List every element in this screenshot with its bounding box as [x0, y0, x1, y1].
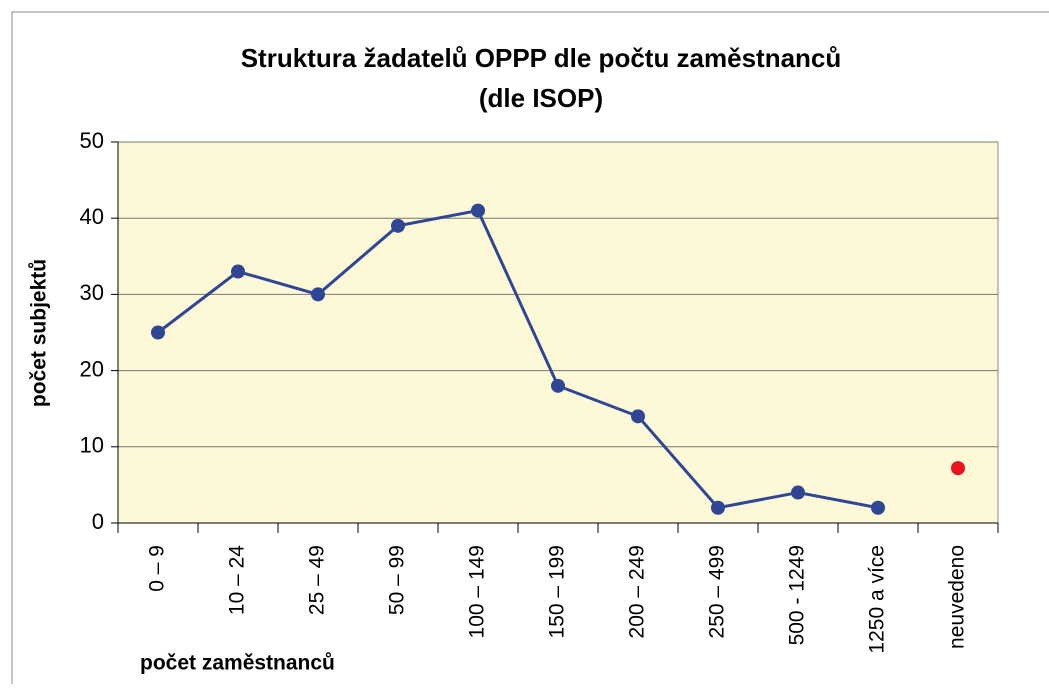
chart-title: (dle ISOP) — [479, 83, 603, 113]
y-axis-label: počet subjektů — [28, 259, 51, 407]
x-tick-label: 1250 a více — [866, 545, 889, 654]
data-point — [151, 325, 165, 340]
y-tick-label: 30 — [80, 280, 104, 305]
data-point — [311, 287, 325, 302]
data-point — [231, 264, 245, 279]
data-point — [631, 409, 645, 424]
chart-border — [11, 11, 1049, 689]
data-point — [471, 203, 485, 218]
data-point — [791, 485, 805, 500]
data-point — [551, 378, 565, 393]
y-tick-label: 50 — [80, 128, 104, 153]
x-tick-label: 25 – 49 — [306, 545, 329, 615]
x-tick-label: 0 – 9 — [146, 545, 169, 592]
data-point — [391, 218, 405, 233]
y-tick-label: 40 — [80, 204, 104, 229]
data-point — [871, 500, 885, 515]
series-line — [157, 208, 879, 510]
y-tick-label: 20 — [80, 356, 104, 381]
x-tick-label: 50 – 99 — [386, 545, 409, 615]
y-tick-label: 0 — [92, 509, 104, 534]
chart-title: Struktura žadatelů OPPP dle počtu zaměst… — [241, 43, 842, 73]
x-axis-label: počet zaměstnanců — [140, 652, 335, 675]
x-tick-label: 200 – 249 — [626, 545, 649, 638]
data-point — [951, 461, 965, 476]
y-tick-label: 10 — [80, 433, 104, 458]
x-tick-label: 500 - 1249 — [786, 545, 809, 645]
x-tick-label: 10 – 24 — [226, 545, 249, 615]
x-tick-label: 100 – 149 — [466, 545, 489, 638]
x-tick-label: 250 – 499 — [706, 545, 729, 638]
data-point — [711, 500, 725, 515]
plot-area — [117, 141, 999, 524]
x-tick-label: 150 – 199 — [546, 545, 569, 638]
x-tick-label: neuvedeno — [946, 545, 969, 649]
